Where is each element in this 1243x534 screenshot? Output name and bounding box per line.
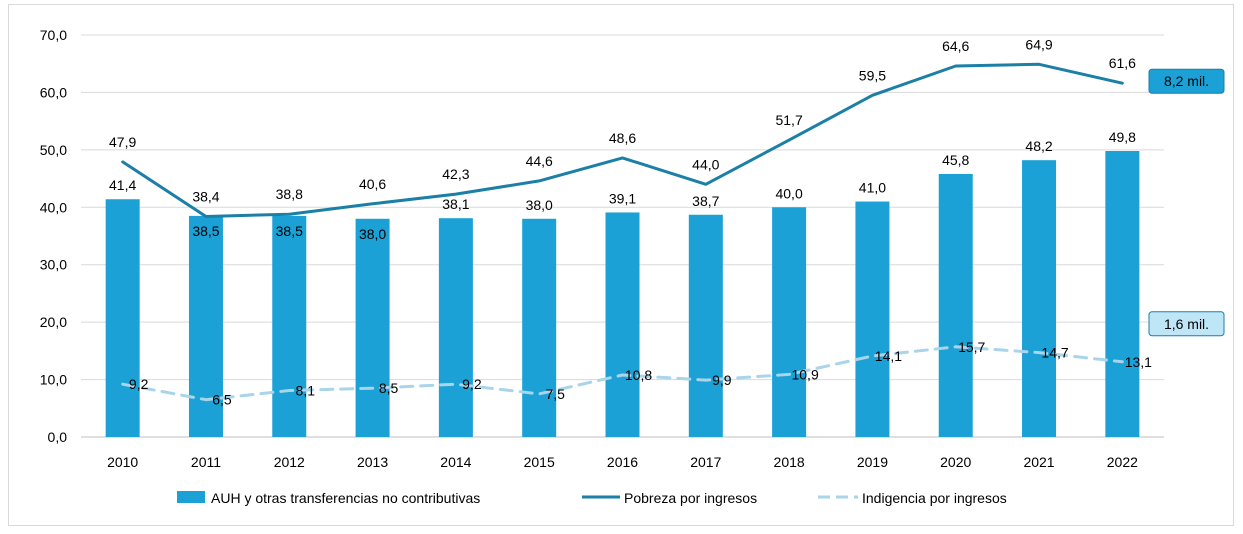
annotation-box: [1148, 311, 1225, 337]
bar-value-label: 38,5: [192, 223, 219, 239]
annotation-box: [1148, 68, 1225, 94]
bar: [938, 173, 973, 437]
indigencia-value-label: 10,9: [791, 366, 818, 382]
x-tick-label: 2010: [107, 454, 138, 470]
bar: [772, 207, 807, 437]
bar-value-label: 38,0: [526, 197, 553, 213]
indigencia-value-label: 9,9: [712, 372, 732, 388]
pobreza-value-label: 61,6: [1109, 55, 1136, 71]
indigencia-value-label: 15,7: [958, 339, 985, 355]
x-tick-label: 2019: [857, 454, 888, 470]
y-tick-label: 40,0: [40, 199, 67, 215]
x-tick-label: 2017: [690, 454, 721, 470]
pobreza-value-label: 44,6: [526, 153, 553, 169]
bar: [438, 218, 473, 437]
indigencia-value-label: 14,1: [875, 348, 902, 364]
y-tick-label: 60,0: [40, 84, 67, 100]
bar-value-label: 45,8: [942, 152, 969, 168]
chart-svg: 0,0 10,0 20,0 30,0 40,0 50,0 60,0 70,0 2010 2011 2…: [40, 27, 1225, 506]
bar-value-label: 40,0: [775, 185, 802, 201]
x-tick-label: 2014: [440, 454, 471, 470]
pobreza-value-label: 42,3: [442, 166, 469, 182]
bar: [272, 215, 307, 437]
bar: [522, 218, 557, 437]
legend-label: Pobreza por ingresos: [624, 490, 757, 506]
bar: [605, 212, 640, 437]
annotation-label: 1,6 mil.: [1164, 316, 1209, 332]
indigencia-value-label: 8,1: [296, 382, 316, 398]
bar: [355, 218, 390, 437]
bar: [855, 201, 890, 437]
x-tick-label: 2016: [607, 454, 638, 470]
x-tick-label: 2012: [274, 454, 305, 470]
y-tick-label: 50,0: [40, 142, 67, 158]
pobreza-value-label: 40,6: [359, 176, 386, 192]
bar-value-label: 38,1: [442, 196, 469, 212]
pobreza-value-label: 38,4: [192, 188, 219, 204]
indigencia-value-label: 8,5: [379, 380, 399, 396]
indigencia-value-label: 7,5: [545, 386, 565, 402]
legend-label: AUH y otras transferencias no contributi…: [211, 490, 480, 506]
pobreza-value-label: 64,6: [942, 38, 969, 54]
x-tick-label: 2020: [940, 454, 971, 470]
y-tick-label: 0,0: [48, 429, 68, 445]
bar-value-label: 49,8: [1109, 129, 1136, 145]
chart-frame: 0,0 10,0 20,0 30,0 40,0 50,0 60,0 70,0 2010 2011 2…: [8, 4, 1234, 526]
y-tick-label: 10,0: [40, 372, 67, 388]
bar-value-label: 38,7: [692, 193, 719, 209]
bar: [1105, 151, 1140, 437]
pobreza-value-label: 48,6: [609, 130, 636, 146]
y-tick-label: 20,0: [40, 314, 67, 330]
bar: [105, 199, 140, 437]
x-tick-label: 2013: [357, 454, 388, 470]
indigencia-value-label: 10,8: [625, 367, 652, 383]
y-tick-label: 70,0: [40, 27, 67, 43]
pobreza-value-label: 44,0: [692, 156, 719, 172]
bar-value-label: 48,2: [1025, 138, 1052, 154]
x-tick-label: 2011: [191, 454, 221, 470]
x-tick-label: 2021: [1023, 454, 1054, 470]
bar: [1022, 160, 1057, 438]
indigencia-line: [121, 345, 1124, 402]
bar-value-label: 41,4: [109, 177, 136, 193]
bar-value-label: 41,0: [859, 180, 886, 196]
pobreza-line: [121, 62, 1124, 218]
x-tick-label: 2018: [774, 454, 805, 470]
indigencia-value-label: 9,2: [129, 376, 149, 392]
bar-value-label: 39,1: [609, 190, 636, 206]
pobreza-value-label: 51,7: [775, 112, 802, 128]
pobreza-value-label: 59,5: [859, 67, 886, 83]
annotation-label: 8,2 mil.: [1164, 73, 1209, 89]
pobreza-value-label: 38,8: [276, 186, 303, 202]
legend-swatch-bar: [177, 491, 205, 503]
indigencia-value-label: 9,2: [462, 376, 482, 392]
indigencia-value-label: 14,7: [1041, 345, 1068, 361]
bar: [688, 214, 723, 437]
indigencia-value-label: 6,5: [212, 392, 232, 408]
x-tick-label: 2015: [524, 454, 555, 470]
pobreza-value-label: 47,9: [109, 134, 136, 150]
pobreza-value-label: 64,9: [1025, 36, 1052, 52]
legend-label: Indigencia por ingresos: [862, 490, 1007, 506]
x-tick-label: 2022: [1107, 454, 1138, 470]
bar-value-label: 38,5: [276, 223, 303, 239]
indigencia-value-label: 13,1: [1125, 354, 1152, 370]
y-tick-label: 30,0: [40, 257, 67, 273]
bar-value-label: 38,0: [359, 226, 386, 242]
